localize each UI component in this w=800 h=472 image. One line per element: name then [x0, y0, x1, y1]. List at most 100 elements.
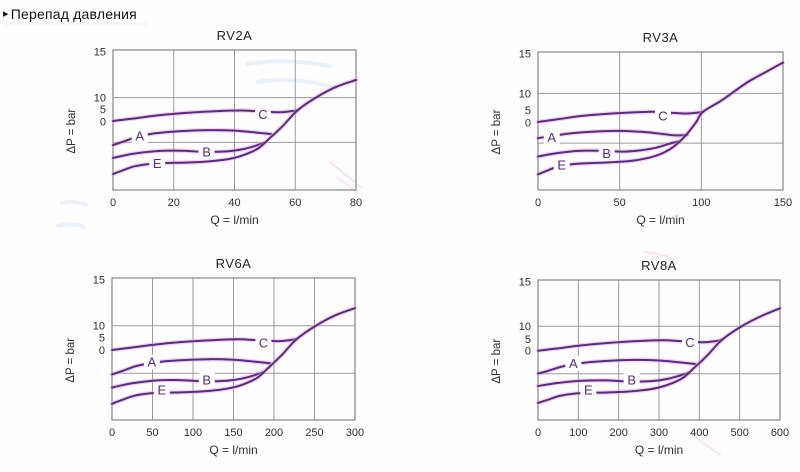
- x-tick-label: 200: [609, 427, 627, 439]
- curve-label-box-A: [543, 130, 560, 146]
- x-tick-label: 100: [569, 427, 587, 439]
- curve-label-C: C: [259, 336, 268, 351]
- curve-label-box-C: [255, 335, 272, 351]
- curve-label-C: C: [685, 335, 694, 350]
- curve-label-B: B: [602, 146, 611, 161]
- curve-label-box-E: [153, 382, 170, 398]
- curve-label-E: E: [557, 158, 566, 173]
- scan-artifact: [689, 432, 721, 456]
- y-axis-label: ΔP = bar: [491, 109, 503, 154]
- y-tick-label: 10: [519, 88, 531, 100]
- x-axis-label: Q = l/min: [209, 443, 257, 457]
- chart-title: RV3A: [643, 30, 679, 45]
- x-tick-label: 400: [690, 427, 708, 439]
- x-tick-label: 150: [774, 197, 792, 209]
- curve-label-box-B: [198, 372, 215, 388]
- x-tick-label: 80: [350, 197, 362, 209]
- x-tick-label: 0: [535, 427, 541, 439]
- bullet-triangle-icon: ▸: [3, 7, 9, 20]
- y-tick-label: 5: [100, 104, 106, 116]
- x-tick-label: 200: [265, 427, 283, 439]
- curve-C: [112, 109, 299, 122]
- curve-C: [111, 338, 298, 351]
- x-tick-label: 100: [184, 427, 202, 439]
- x-tick-label: 300: [650, 427, 668, 439]
- y-axis-label: ΔP = bar: [66, 109, 78, 154]
- curve-label-box-E: [553, 157, 570, 173]
- y-tick-label: 15: [519, 48, 531, 60]
- x-axis-label: Q = l/min: [210, 213, 258, 227]
- curve-label-box-C: [681, 334, 698, 350]
- curve-label-A: A: [135, 128, 144, 143]
- y-tick-label: 10: [93, 321, 105, 333]
- y-tick-label: 0: [525, 117, 531, 129]
- y-axis-label: ΔP = bar: [65, 338, 77, 383]
- y-axis-label: ΔP = bar: [491, 339, 503, 384]
- curve-B: [537, 140, 679, 158]
- curve-label-box-B: [198, 144, 215, 160]
- x-tick-label: 250: [305, 427, 323, 439]
- chart-RV8A: RV8A 15 10 5 0 ΔP = bar 0 100 200 300 400 500 600 Q =…: [483, 250, 796, 466]
- curve-label-box-E: [149, 155, 166, 171]
- scan-artifact: [56, 222, 86, 229]
- curve-A: [537, 358, 697, 375]
- curve-A: [112, 129, 272, 147]
- chart-title: RV8A: [641, 258, 677, 273]
- scan-artifact: [246, 59, 332, 68]
- x-tick-label: 0: [110, 197, 116, 209]
- y-tick-label: 15: [93, 274, 105, 286]
- curve-E: [537, 61, 784, 176]
- curve-E: [112, 79, 357, 175]
- curve-label-box-A: [143, 354, 160, 370]
- curve-label-box-B: [623, 372, 640, 388]
- x-axis-label: Q = l/min: [636, 213, 684, 227]
- x-tick-label: 100: [692, 197, 710, 209]
- curve-label-E: E: [153, 156, 162, 171]
- curve-label-E: E: [157, 382, 166, 397]
- curve-label-A: A: [569, 356, 578, 371]
- scan-artifact: [6, 22, 146, 26]
- curve-label-box-C: [654, 108, 671, 124]
- curve-label-B: B: [627, 372, 636, 387]
- y-tick-label: 15: [519, 276, 531, 288]
- page-title: ▸ Перепад давления: [3, 6, 137, 22]
- x-tick-label: 500: [730, 427, 748, 439]
- curve-E: [537, 307, 781, 404]
- x-tick-label: 50: [146, 427, 158, 439]
- x-tick-label: 0: [109, 427, 115, 439]
- chart-RV3A: RV3A 15 10 5 0 ΔP = bar 0 50 100 150 Q = l/min C A B E: [483, 22, 799, 236]
- x-tick-label: 150: [224, 427, 242, 439]
- scan-artifact: [644, 251, 669, 257]
- curve-label-box-B: [598, 145, 615, 161]
- curve-label-box-A: [131, 128, 148, 144]
- y-tick-label: 10: [94, 93, 106, 105]
- y-tick-label: 5: [525, 334, 531, 346]
- curve-label-B: B: [202, 144, 211, 159]
- scan-artifact: [60, 199, 88, 207]
- curve-C: [537, 338, 723, 352]
- x-tick-label: 60: [289, 197, 301, 209]
- scan-artifact: [329, 161, 363, 189]
- x-tick-label: 50: [614, 197, 626, 209]
- chart-RV2A: RV2A 15 10 5 0 ΔP = bar 0 20 40 60 80 Q = l/min C A B E: [58, 20, 372, 236]
- x-tick-label: 600: [771, 427, 789, 439]
- curve-label-B: B: [202, 372, 211, 387]
- y-tick-label: 15: [94, 46, 106, 58]
- y-tick-label: 0: [525, 346, 531, 358]
- curve-label-box-E: [580, 382, 597, 398]
- scan-artifact: [256, 78, 338, 90]
- page-title-text: Перепад давления: [10, 6, 137, 22]
- y-tick-label: 10: [519, 321, 531, 333]
- y-tick-label: 5: [99, 333, 105, 345]
- chart-title: RV6A: [216, 256, 252, 271]
- x-tick-label: 40: [228, 197, 240, 209]
- curve-label-C: C: [658, 108, 667, 123]
- curve-label-A: A: [148, 355, 157, 370]
- y-tick-label: 0: [100, 116, 106, 128]
